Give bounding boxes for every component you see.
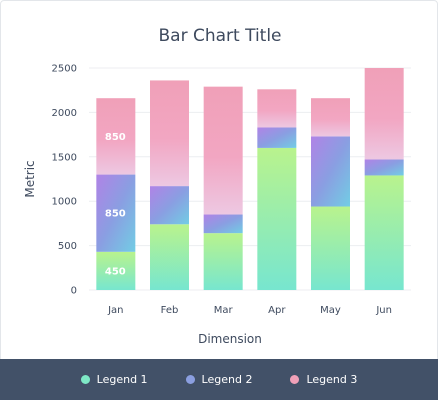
y-tick-label: 0 xyxy=(71,286,77,297)
legend-dot-1 xyxy=(80,375,90,384)
bar-chart: Bar Chart Title 0 500 1000 1500 2000 2500 Jan… xyxy=(23,26,411,346)
bar-3-mar[interactable] xyxy=(203,86,243,215)
y-tick-label: 1000 xyxy=(52,197,77,208)
bar-2-apr[interactable] xyxy=(257,127,297,148)
y-tick-label: 500 xyxy=(58,241,77,252)
bar-3-feb[interactable] xyxy=(150,80,189,187)
bar-1-mar[interactable] xyxy=(203,233,243,290)
bar-3-may[interactable] xyxy=(311,98,350,137)
legend-label-1: Legend 1 xyxy=(96,373,148,386)
y-tick-label: 2500 xyxy=(52,64,77,75)
bar-2-mar[interactable] xyxy=(203,214,243,234)
x-tick-label: Mar xyxy=(214,305,234,316)
y-tick-label: 1500 xyxy=(52,152,77,163)
data-label: 850 xyxy=(105,132,126,143)
bar-3-apr[interactable] xyxy=(257,89,297,128)
data-label: 450 xyxy=(105,266,126,277)
y-axis-label: Metric xyxy=(23,160,37,197)
x-tick-label: Feb xyxy=(161,305,179,316)
legend-item-2[interactable]: Legend 2 xyxy=(185,373,253,386)
bar-1-feb[interactable] xyxy=(150,224,189,290)
bar-1-apr[interactable] xyxy=(257,147,297,290)
x-tick-label: Jan xyxy=(107,305,123,316)
bar-1-jun[interactable] xyxy=(364,175,404,290)
bar-2-may[interactable] xyxy=(311,136,350,207)
bar-3-jan[interactable] xyxy=(96,98,136,175)
y-tick-label: 2000 xyxy=(52,108,77,119)
x-tick-label: May xyxy=(320,305,341,316)
x-tick-label: Jun xyxy=(375,305,392,316)
legend-dot-3 xyxy=(290,375,300,384)
bar-2-jan[interactable] xyxy=(96,174,136,252)
legend-label-3: Legend 3 xyxy=(306,373,358,386)
data-label: 850 xyxy=(105,209,126,220)
bar-1-jan[interactable] xyxy=(96,251,136,290)
bar-1-may[interactable] xyxy=(311,206,350,290)
bar-3-jun[interactable] xyxy=(364,68,404,160)
chart-title: Bar Chart Title xyxy=(158,26,281,46)
legend-item-1[interactable]: Legend 1 xyxy=(80,373,148,386)
legend: Legend 1 Legend 2 Legend 3 xyxy=(0,359,438,400)
legend-label-2: Legend 2 xyxy=(201,373,253,386)
x-tick-label: Apr xyxy=(268,305,286,316)
bar-2-feb[interactable] xyxy=(150,186,189,225)
bar-2-jun[interactable] xyxy=(364,159,404,176)
x-axis-label: Dimension xyxy=(198,332,262,346)
legend-item-3[interactable]: Legend 3 xyxy=(290,373,357,386)
legend-dot-2 xyxy=(185,375,195,384)
